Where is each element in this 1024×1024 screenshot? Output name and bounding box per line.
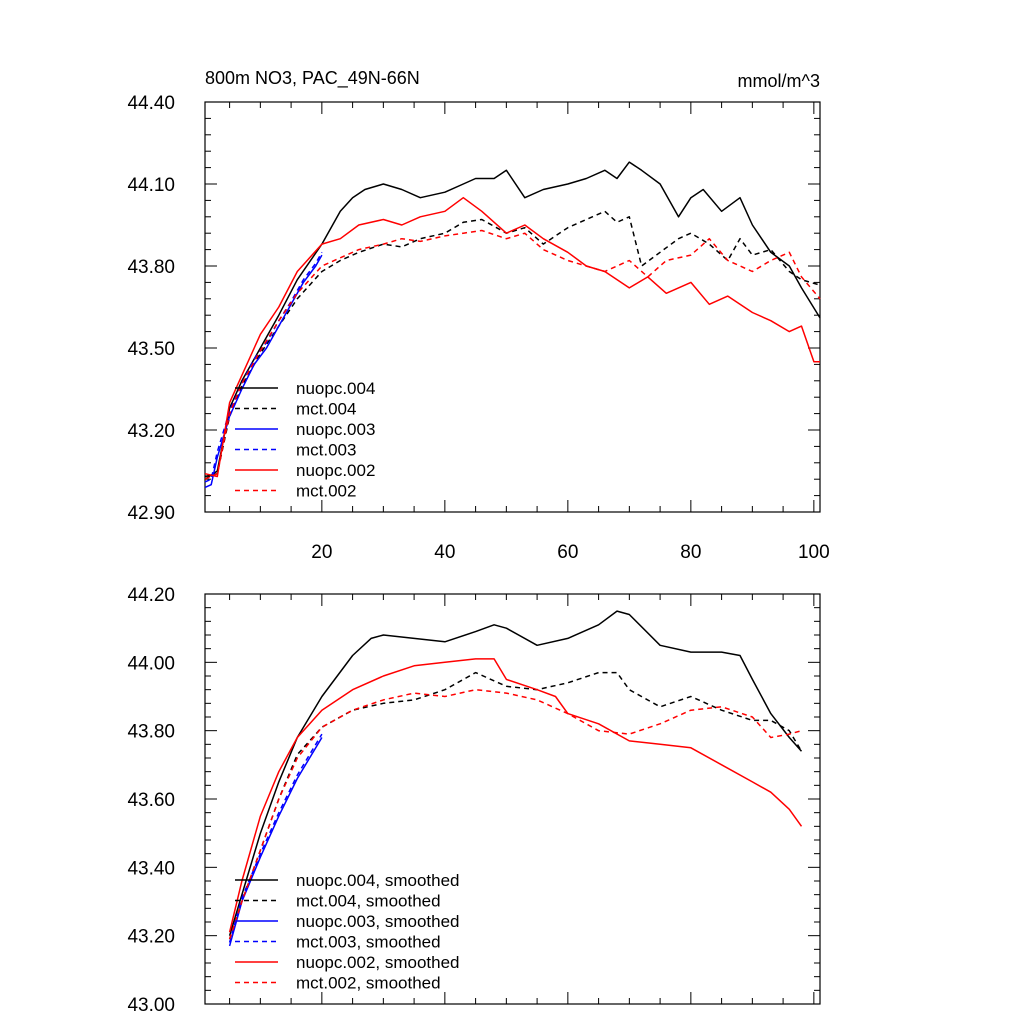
y-tick-label: 43.00 xyxy=(127,995,175,1016)
chart-title: 800m NO3, PAC_49N-66N xyxy=(205,68,420,89)
series-line-nuopc-002-smoothed xyxy=(228,658,803,933)
series-line-nuopc-003 xyxy=(204,254,323,489)
legend-label: nuopc.003 xyxy=(296,420,375,439)
units-label: mmol/m^3 xyxy=(738,71,820,91)
series-line-mct-002-smoothed xyxy=(228,688,802,940)
y-tick-label: 44.20 xyxy=(127,585,175,606)
series-line-nuopc-002 xyxy=(204,196,820,478)
series-line-mct-002 xyxy=(204,229,821,480)
legend-label: nuopc.002, smoothed xyxy=(296,953,460,972)
legend-label: nuopc.002 xyxy=(296,461,375,480)
y-tick-label: 43.80 xyxy=(127,722,175,743)
y-tick-label: 43.80 xyxy=(127,257,175,278)
legend-label: mct.003, smoothed xyxy=(296,933,441,952)
top-panel: 800m NO3, PAC_49N-66N mmol/m^3 20 40 60 80 1… xyxy=(127,68,829,563)
legend-label: mct.002, smoothed xyxy=(296,974,441,993)
series-line-mct-003-smoothed xyxy=(228,733,323,943)
series-line-mct-004 xyxy=(204,210,821,478)
legend-label: mct.002 xyxy=(296,482,356,501)
y-tick-label: 44.10 xyxy=(127,175,175,196)
y-tick-label: 44.00 xyxy=(127,653,175,674)
y-tick-label: 43.50 xyxy=(127,339,175,360)
y-tick-label: 43.20 xyxy=(127,927,175,948)
legend-label: nuopc.003, smoothed xyxy=(296,912,460,931)
series-line-nuopc-004-smoothed xyxy=(228,610,803,936)
y-tick-label: 43.60 xyxy=(127,790,175,811)
x-tick-label: 40 xyxy=(434,542,455,563)
y-tick-label: 44.40 xyxy=(127,93,175,114)
x-tick-label: 80 xyxy=(680,542,701,563)
x-tick-label: 60 xyxy=(557,542,578,563)
plot-frame xyxy=(204,101,821,513)
y-tick-label: 43.40 xyxy=(127,858,175,879)
legend-label: mct.004 xyxy=(296,400,356,419)
legend-label: nuopc.004, smoothed xyxy=(296,871,460,890)
y-tick-label: 43.20 xyxy=(127,421,175,442)
y-tick-label: 42.90 xyxy=(127,503,175,524)
series-line-nuopc-004 xyxy=(204,161,821,480)
legend-label: mct.003 xyxy=(296,441,356,460)
bottom-panel: 43.00 43.20 43.40 43.60 43.80 44.00 44.20 nuopc… xyxy=(127,585,821,1016)
legend-label: mct.004, smoothed xyxy=(296,892,441,911)
legend-label: nuopc.004 xyxy=(296,379,375,398)
x-tick-label: 20 xyxy=(311,542,332,563)
x-tick-label: 100 xyxy=(798,542,830,563)
